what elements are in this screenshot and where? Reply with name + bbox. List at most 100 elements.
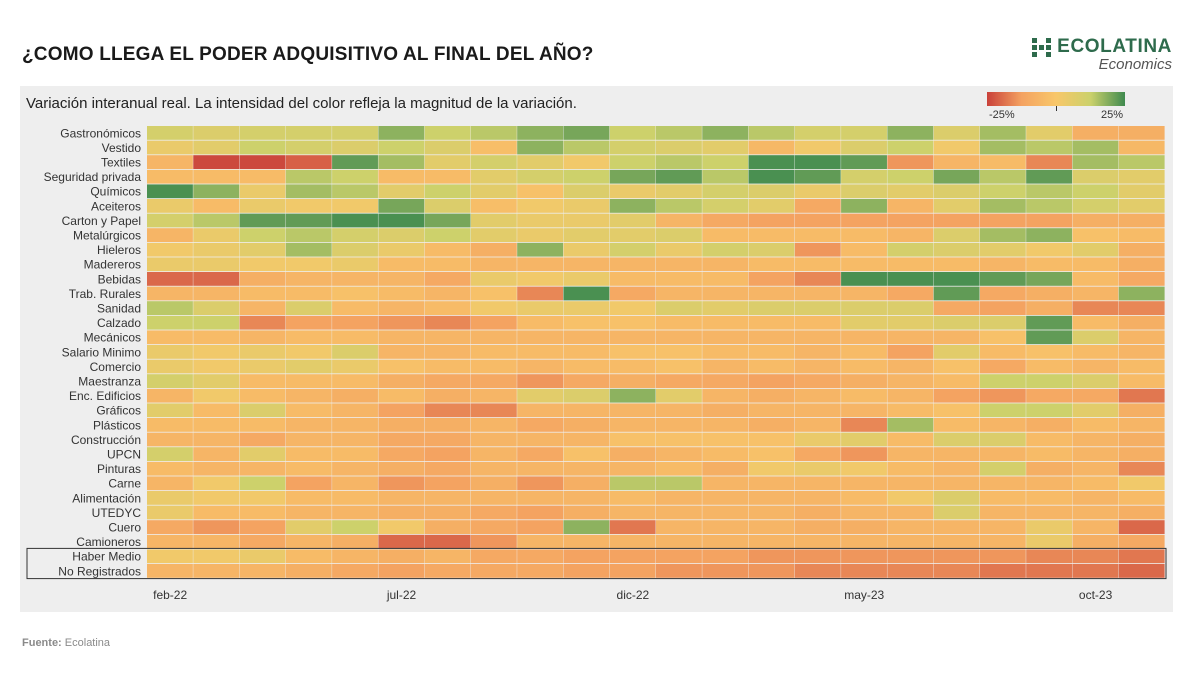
heatmap-cell [332,388,378,403]
heatmap-cell [1072,228,1119,242]
heatmap-cell [841,257,887,272]
heatmap-cell [563,447,610,461]
heatmap-cell [609,432,656,447]
heatmap-cell [1026,491,1073,505]
row-label: Gastronómicos [60,126,141,140]
heatmap-cell [702,315,749,330]
heatmap-cell [563,374,610,388]
heatmap-cell [887,155,934,169]
heatmap-cell [887,242,934,257]
heatmap-cell [239,534,286,549]
heatmap-cell [794,242,841,257]
heatmap-cell [1118,461,1165,476]
heatmap-cell [239,126,286,140]
heatmap-cell [979,388,1026,403]
heatmap-cell [748,564,795,578]
heatmap-cell [702,140,749,155]
heatmap-cell [979,447,1026,461]
heatmap-cell [147,359,193,374]
heatmap-cell [748,549,795,564]
heatmap-cell [147,505,193,520]
heatmap-cell [1026,140,1073,155]
heatmap-cell [656,213,702,228]
heatmap-cell [1026,374,1073,388]
heatmap-cell [424,126,471,140]
heatmap-cell [563,418,610,432]
row-label: Hieleros [97,243,141,257]
heatmap-cell [656,505,702,520]
logo-subtitle: Economics [1098,56,1172,73]
heatmap-cell [378,126,425,140]
heatmap-cell [424,199,471,213]
heatmap-cell [1072,534,1119,549]
heatmap-cell [748,155,795,169]
heatmap-cell [517,549,564,564]
heatmap-cell [239,330,286,345]
heatmap-cell [517,520,564,534]
heatmap-cell [609,461,656,476]
heatmap-cell [378,272,425,286]
heatmap-cell [378,155,425,169]
heatmap-cell [841,534,887,549]
heatmap-cell [378,359,425,374]
heatmap-cell [1026,330,1073,345]
heatmap-cell [517,359,564,374]
heatmap-cell [887,461,934,476]
heatmap-cell [933,403,980,418]
heatmap-cell [1072,461,1119,476]
heatmap-cell [1072,345,1119,359]
heatmap-cell [332,301,378,315]
heatmap-cell [702,199,749,213]
heatmap-cell [1026,476,1073,491]
heatmap-cell [147,520,193,534]
heatmap-cell [794,345,841,359]
heatmap-cell [1072,418,1119,432]
heatmap-cell [1072,330,1119,345]
heatmap-cell [979,534,1026,549]
heatmap-cell [748,374,795,388]
heatmap-cell [794,126,841,140]
heatmap-cell [470,257,517,272]
heatmap-cell [424,564,471,578]
heatmap-cell [1118,564,1165,578]
heatmap-cell [656,155,702,169]
heatmap-cell [470,301,517,315]
heatmap-cell [656,330,702,345]
row-label: Haber Medio [72,550,141,564]
heatmap-cell [933,315,980,330]
heatmap-cell [332,476,378,491]
row-label: Trab. Rurales [69,287,141,301]
heatmap-cell [563,199,610,213]
heatmap-cell [193,169,240,184]
heatmap-cell [979,286,1026,301]
heatmap-cell [193,505,240,520]
heatmap-cell [424,505,471,520]
heatmap-cell [239,549,286,564]
heatmap-cell [933,286,980,301]
heatmap-cell [285,155,332,169]
heatmap-cell [239,345,286,359]
heatmap-cell [285,169,332,184]
heatmap-cell [887,534,934,549]
heatmap-cell [887,564,934,578]
heatmap-cell [887,432,934,447]
heatmap-cell [1072,140,1119,155]
heatmap-cell [794,228,841,242]
heatmap-cell [378,242,425,257]
heatmap-cell [794,564,841,578]
heatmap-cell [239,432,286,447]
heatmap-cell [285,345,332,359]
heatmap-cell [424,476,471,491]
heatmap-cell [933,242,980,257]
heatmap-cell [656,199,702,213]
heatmap-cell [563,257,610,272]
heatmap-cell [794,476,841,491]
heatmap-cell [933,447,980,461]
heatmap-cell [794,520,841,534]
heatmap-cell [147,403,193,418]
heatmap-cell [378,330,425,345]
heatmap-cell [979,432,1026,447]
heatmap-cell [285,476,332,491]
heatmap-cell [470,140,517,155]
heatmap-cell [517,301,564,315]
